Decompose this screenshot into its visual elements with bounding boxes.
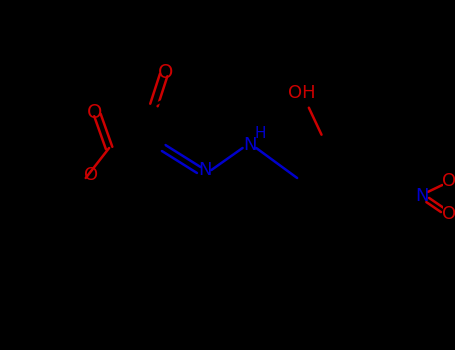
Text: H: H [254, 126, 266, 141]
Text: O: O [442, 205, 455, 223]
Text: O: O [442, 172, 455, 190]
Text: O: O [84, 166, 98, 184]
Text: O: O [87, 104, 102, 122]
Text: N: N [198, 161, 211, 179]
Text: N: N [243, 136, 257, 154]
Text: OH: OH [288, 84, 316, 102]
Text: O: O [158, 63, 173, 83]
Text: N: N [415, 187, 429, 205]
